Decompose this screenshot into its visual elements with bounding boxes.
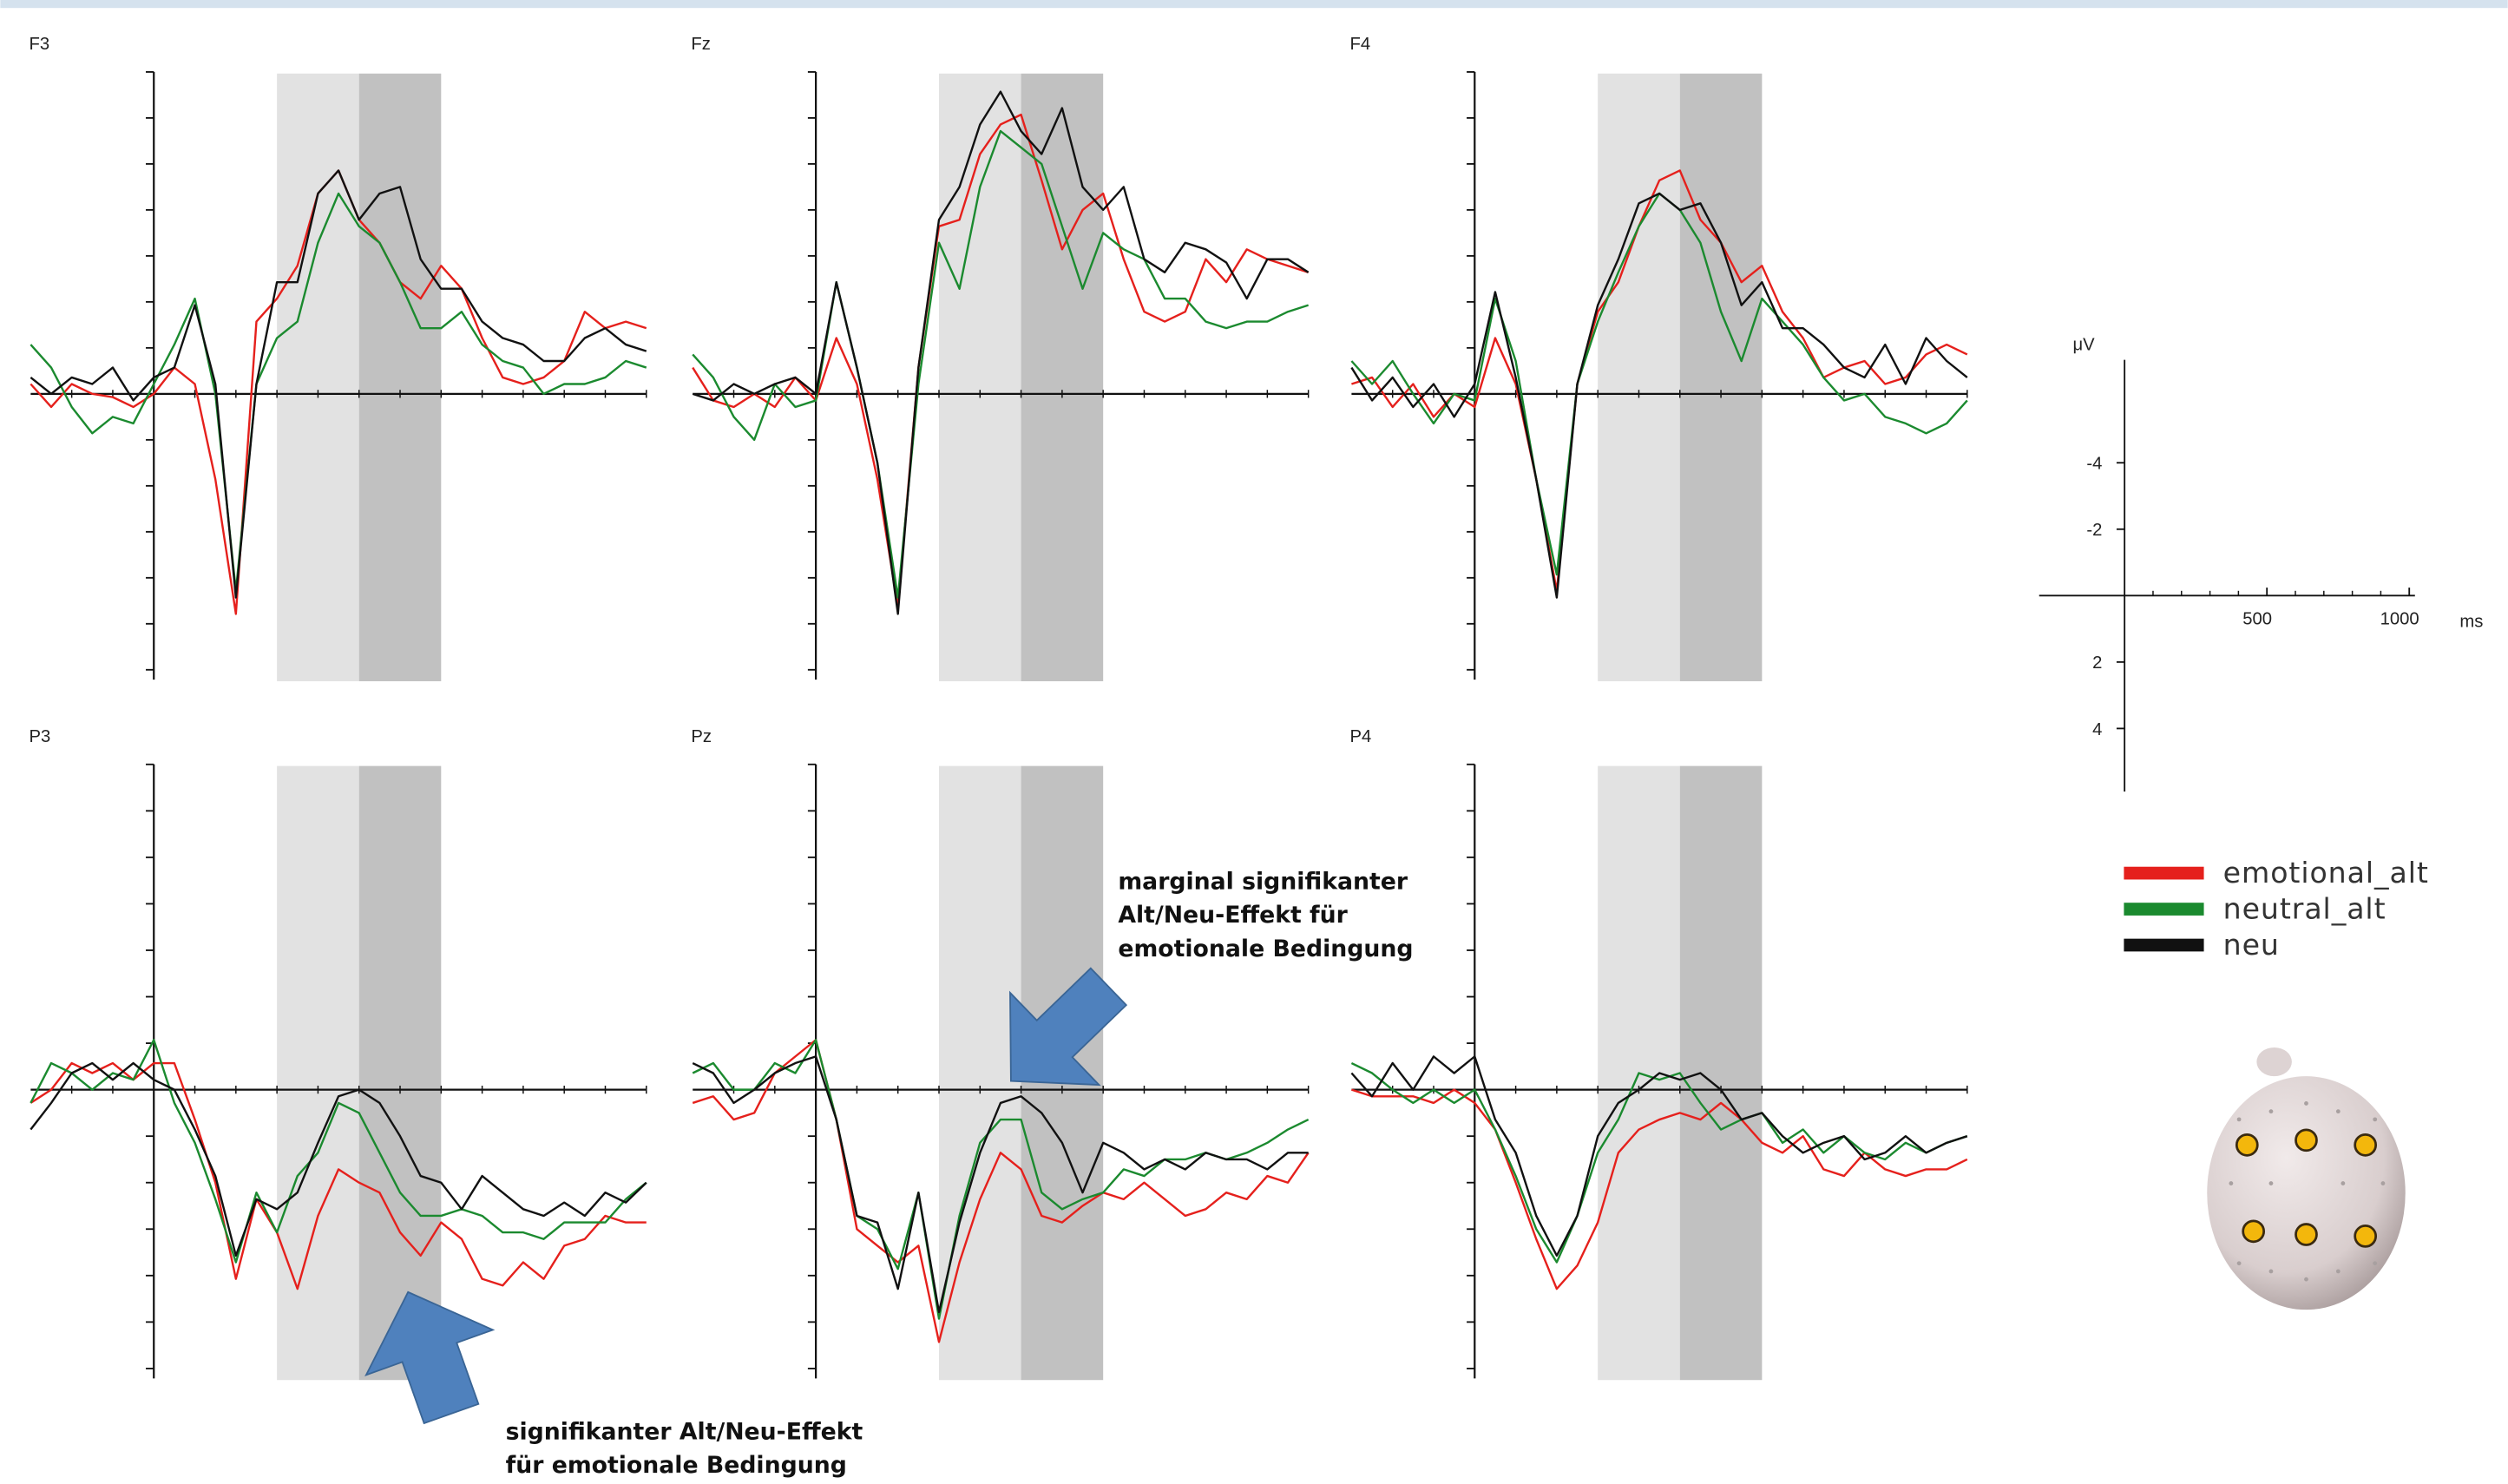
annotation: emotionale Bedingung: [1118, 936, 1413, 962]
shaded-window: [1680, 766, 1763, 1381]
figure: F3 Fz F4 P3 Pz P4 μV ms -4 -2 2 4 500 1000 emotional_…: [0, 0, 2508, 1484]
shaded-window: [1598, 74, 1680, 681]
charts: F3 Fz F4 P3 Pz P4 μV ms -4 -2 2 4 500 1000: [30, 35, 2484, 1380]
annotation: marginal signifikanter: [1118, 869, 1408, 896]
annotation: für emotionale Bedingung: [506, 1452, 847, 1479]
shaded-window: [359, 766, 442, 1381]
annotation: Alt/Neu-Effekt für: [1118, 902, 1348, 929]
legend-label: emotional_alt: [2223, 856, 2429, 890]
y-tick-label: 4: [2092, 720, 2102, 739]
legend-label: neu: [2223, 928, 2280, 962]
panel-title: F3: [30, 35, 50, 54]
body: {"chart_data": [ {"type": "line", "title…: [0, 0, 2508, 1484]
x-tick-label: 1000: [2380, 609, 2419, 628]
shaded-window: [1680, 74, 1763, 681]
panel: F4: [1350, 35, 1967, 681]
shaded-window: [1021, 74, 1104, 681]
panel-title: P4: [1350, 727, 1372, 746]
y-tick-label: -4: [2086, 455, 2102, 474]
x-tick-label: 500: [2242, 609, 2272, 628]
legend-swatch: [2124, 939, 2203, 952]
panel: F3: [30, 35, 647, 681]
page: ERP html, body { margin: 0; padding: 0; …: [0, 0, 2508, 1484]
legend-swatch: [2124, 903, 2203, 916]
top-stripe: [0, 0, 2507, 8]
panel: Pz: [691, 727, 1308, 1380]
panel-title: Fz: [691, 35, 710, 54]
shaded-window: [939, 766, 1021, 1381]
panel-title: P3: [30, 727, 51, 746]
panel-title: Pz: [691, 727, 712, 746]
shaded-window: [939, 74, 1021, 681]
shaded-window: [277, 74, 359, 681]
annotation: signifikanter Alt/Neu-Effekt: [506, 1418, 863, 1445]
head-map: [2207, 1047, 2405, 1310]
shaded-window: [359, 74, 442, 681]
x-axis-label: ms: [2459, 612, 2483, 631]
y-tick-label: 2: [2092, 653, 2102, 673]
panel: P3: [30, 727, 647, 1380]
scale-key: μV ms -4 -2 2 4 500 1000: [2039, 336, 2484, 792]
legend-swatch: [2124, 867, 2203, 880]
shaded-window: [277, 766, 359, 1381]
panel: P4: [1350, 727, 1967, 1380]
panel: Fz: [691, 35, 1308, 681]
legend-label: neutral_alt: [2223, 892, 2387, 926]
y-tick-label: -2: [2086, 521, 2102, 540]
panel-title: F4: [1350, 35, 1371, 54]
y-axis-label: μV: [2072, 336, 2095, 355]
